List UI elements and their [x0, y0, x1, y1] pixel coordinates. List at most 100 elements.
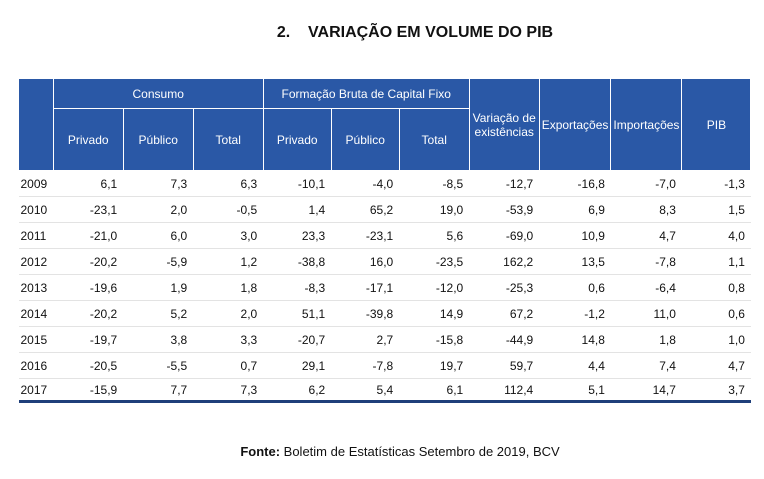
subcolumn-header: Total — [398, 108, 470, 171]
value-cell: 65,2 — [331, 196, 400, 223]
value-cell: 112,4 — [469, 378, 540, 403]
value-cell: 5,6 — [399, 222, 470, 249]
table-row: 2013 -19,6 1,9 1,8 -8,3 -17,1 -12,0 -25,3 0,6 -6,… — [18, 274, 751, 301]
table-row: 2016 -20,5 -5,5 0,7 29,1 -7,8 19,7 59,7 4,4 7,4 4,… — [18, 352, 751, 379]
value-cell: -6,4 — [610, 274, 682, 301]
value-cell: -0,5 — [193, 196, 264, 223]
value-cell: 0,8 — [681, 274, 751, 301]
value-cell: -7,0 — [610, 170, 682, 197]
value-cell: -20,5 — [53, 352, 124, 379]
footer: Fonte: Boletim de Estatísticas Setembro … — [0, 444, 764, 459]
value-cell: -69,0 — [469, 222, 540, 249]
value-cell: 8,3 — [610, 196, 682, 223]
footer-label: Fonte: — [240, 444, 281, 459]
table-row: 2017 -15,9 7,7 7,3 6,2 5,4 6,1 112,4 5,1 14,7 3,7 — [18, 378, 751, 403]
year-cell: 2010 — [18, 196, 54, 223]
value-cell: 1,4 — [263, 196, 332, 223]
value-cell: 1,0 — [681, 326, 751, 353]
value-cell: -16,8 — [539, 170, 611, 197]
value-cell: 162,2 — [469, 248, 540, 275]
value-cell: 10,9 — [539, 222, 611, 249]
year-cell: 2012 — [18, 248, 54, 275]
value-cell: 3,0 — [193, 222, 264, 249]
subcolumn-header: Público — [122, 108, 194, 171]
value-cell: 7,3 — [123, 170, 194, 197]
table-body: 2009 6,1 7,3 6,3 -10,1 -4,0 -8,5 -12,7 -16,8 -7,0… — [18, 170, 751, 403]
value-cell: 59,7 — [469, 352, 540, 379]
year-cell: 2011 — [18, 222, 54, 249]
value-cell: 11,0 — [610, 300, 682, 327]
year-cell: 2009 — [18, 170, 54, 197]
value-cell: 5,1 — [539, 378, 611, 403]
value-cell: 14,9 — [399, 300, 470, 327]
group-header: Formação Bruta de Capital Fixo — [262, 78, 470, 109]
value-cell: 7,7 — [123, 378, 194, 403]
header-cell — [18, 78, 54, 171]
value-cell: -12,0 — [399, 274, 470, 301]
value-cell: 2,0 — [193, 300, 264, 327]
value-cell: 7,3 — [193, 378, 264, 403]
value-cell: -17,1 — [331, 274, 400, 301]
value-cell: 13,5 — [539, 248, 611, 275]
column-header: Variação de existências — [468, 78, 540, 171]
value-cell: 5,4 — [331, 378, 400, 403]
value-cell: -19,7 — [53, 326, 124, 353]
column-header: PIB — [681, 78, 752, 171]
column-header: Exportações — [538, 78, 612, 171]
value-cell: 1,9 — [123, 274, 194, 301]
value-cell: 3,7 — [681, 378, 751, 403]
table-row: 2010 -23,1 2,0 -0,5 1,4 65,2 19,0 -53,9 6,9 8,3 1,… — [18, 196, 751, 223]
value-cell: -21,0 — [53, 222, 124, 249]
value-cell: 0,7 — [193, 352, 264, 379]
value-cell: -10,1 — [263, 170, 332, 197]
value-cell: -44,9 — [469, 326, 540, 353]
value-cell: -1,3 — [681, 170, 751, 197]
value-cell: 1,8 — [610, 326, 682, 353]
value-cell: -5,5 — [123, 352, 194, 379]
value-cell: -4,0 — [331, 170, 400, 197]
value-cell: 1,8 — [193, 274, 264, 301]
value-cell: -39,8 — [331, 300, 400, 327]
subcolumn-header: Total — [192, 108, 264, 171]
value-cell: -53,9 — [469, 196, 540, 223]
value-cell: 3,3 — [193, 326, 264, 353]
value-cell: 2,0 — [123, 196, 194, 223]
value-cell: 1,1 — [681, 248, 751, 275]
value-cell: -23,5 — [399, 248, 470, 275]
value-cell: -20,2 — [53, 300, 124, 327]
value-cell: -23,1 — [331, 222, 400, 249]
year-cell: 2014 — [18, 300, 54, 327]
value-cell: -25,3 — [469, 274, 540, 301]
value-cell: 1,5 — [681, 196, 751, 223]
column-header: Importações — [610, 78, 683, 171]
value-cell: 23,3 — [263, 222, 332, 249]
value-cell: 51,1 — [263, 300, 332, 327]
value-cell: 2,7 — [331, 326, 400, 353]
value-cell: 6,1 — [53, 170, 124, 197]
value-cell: 6,0 — [123, 222, 194, 249]
value-cell: 6,2 — [263, 378, 332, 403]
year-cell: 2016 — [18, 352, 54, 379]
value-cell: -19,6 — [53, 274, 124, 301]
value-cell: 4,4 — [539, 352, 611, 379]
value-cell: -15,8 — [399, 326, 470, 353]
footer-text: Boletim de Estatísticas Setembro de 2019… — [283, 444, 560, 459]
year-cell: 2015 — [18, 326, 54, 353]
value-cell: 0,6 — [539, 274, 611, 301]
table-row: 2012 -20,2 -5,9 1,2 -38,8 16,0 -23,5 162,2 13,5-… — [18, 248, 751, 275]
value-cell: 16,0 — [331, 248, 400, 275]
table: Consumo Formação Bruta de Capital Fixo Var… — [18, 78, 752, 403]
table-row: 2014 -20,2 5,2 2,0 51,1 -39,8 14,9 67,2 -1,2 11,0… — [18, 300, 751, 327]
table-row: 2011 -21,0 6,0 3,0 23,3 -23,1 5,6 -69,0 10,9 4,7 4… — [18, 222, 751, 249]
value-cell: -1,2 — [539, 300, 611, 327]
year-cell: 2013 — [18, 274, 54, 301]
title: 2. VARIAÇÃO EM VOLUME DO PIB — [276, 24, 554, 41]
value-cell: 4,7 — [681, 352, 751, 379]
value-cell: 29,1 — [263, 352, 332, 379]
header-row: Consumo Formação Bruta de Capital Fixo Var… — [18, 78, 752, 171]
value-cell: 7,4 — [610, 352, 682, 379]
header-row: Privado Público Total Privado Público Total — [19, 108, 751, 171]
value-cell: 19,7 — [399, 352, 470, 379]
value-cell: -20,7 — [263, 326, 332, 353]
